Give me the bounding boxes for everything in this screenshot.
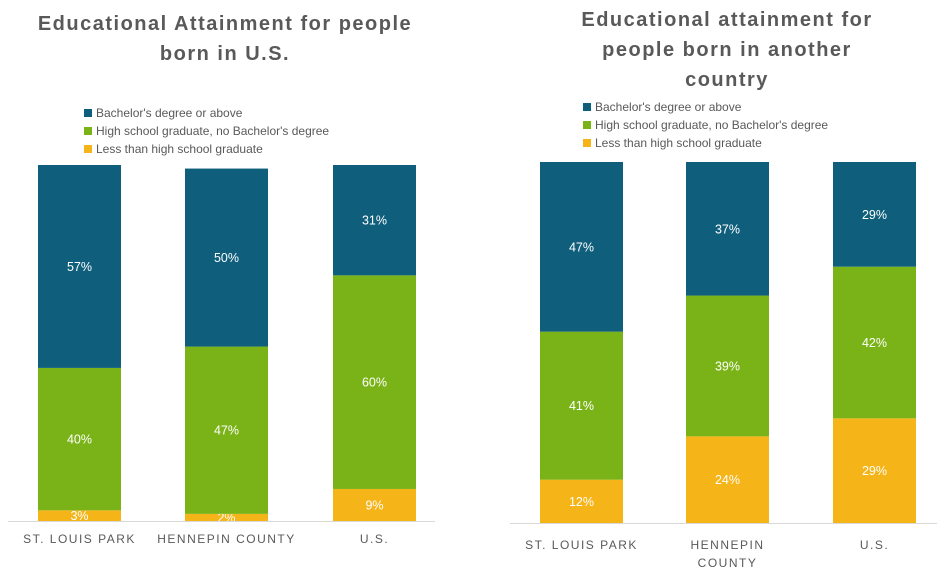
data-label: 60% (362, 376, 387, 390)
data-label: 12% (569, 495, 594, 509)
data-label: 39% (715, 359, 740, 373)
data-label: 57% (67, 260, 92, 274)
bar-segment (333, 275, 416, 489)
data-label: 37% (715, 222, 740, 236)
legend-swatch (84, 145, 92, 153)
legend-label: Less than high school graduate (595, 136, 762, 150)
data-label: 40% (67, 433, 92, 447)
chart-title-line: country (685, 69, 769, 91)
x-tick-label: U.S. (360, 532, 389, 546)
bar-segment (540, 479, 623, 523)
bar-segment (833, 266, 916, 419)
data-label: 47% (214, 424, 239, 438)
chart-title-line: Educational Attainment for people (38, 13, 412, 35)
bar-segment (185, 168, 268, 347)
legend-label: High school graduate, no Bachelor's degr… (595, 118, 828, 132)
x-tick-label: COUNTY (698, 556, 758, 570)
x-tick-label: U.S. (860, 538, 889, 552)
data-label: 47% (569, 240, 594, 254)
bar-segment (686, 295, 769, 437)
bar-segment (833, 162, 916, 267)
legend-label: Bachelor's degree or above (595, 100, 742, 114)
data-label: 29% (862, 464, 887, 478)
chart-title-line: born in U.S. (160, 43, 290, 65)
chart-title-line: Educational attainment for (581, 9, 872, 31)
legend-swatch (583, 121, 591, 129)
x-tick-label: HENNEPIN (690, 538, 764, 552)
bar-segment (333, 488, 416, 521)
x-tick-label: ST. LOUIS PARK (525, 538, 638, 552)
data-label: 24% (715, 473, 740, 487)
data-label: 9% (365, 498, 383, 512)
chart-title-line: people born in another (602, 39, 852, 61)
legend-swatch (583, 103, 591, 111)
legend-swatch (84, 109, 92, 117)
data-label: 50% (214, 251, 239, 265)
bar-segment (833, 418, 916, 523)
bar-segment (38, 367, 121, 511)
legend-swatch (84, 127, 92, 135)
bar-segment (686, 162, 769, 296)
x-tick-label: HENNEPIN COUNTY (157, 532, 296, 546)
bar-segment (185, 346, 268, 514)
bar-segment (185, 513, 268, 521)
data-label: 3% (70, 509, 88, 523)
legend-swatch (583, 139, 591, 147)
data-label: 41% (569, 399, 594, 413)
legend-label: Less than high school graduate (96, 142, 263, 156)
data-label: 42% (862, 336, 887, 350)
bar-segment (333, 165, 416, 276)
bar-segment (38, 510, 121, 521)
legend-label: High school graduate, no Bachelor's degr… (96, 124, 329, 138)
data-label: 31% (362, 214, 387, 228)
bar-segment (540, 331, 623, 480)
chart-us-born: Educational Attainment for people born in… (8, 13, 435, 546)
bar-segment (38, 165, 121, 368)
data-label: 29% (862, 208, 887, 222)
bar-segment (540, 162, 623, 332)
legend-label: Bachelor's degree or above (96, 106, 243, 120)
x-tick-label: ST. LOUIS PARK (23, 532, 136, 546)
chart-foreign-born: Educational attainment for people born in… (510, 9, 937, 570)
bar-segment (686, 436, 769, 523)
